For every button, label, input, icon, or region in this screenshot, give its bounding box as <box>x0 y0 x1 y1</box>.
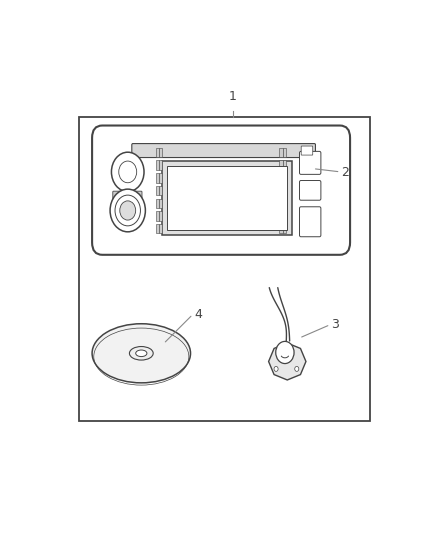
Circle shape <box>120 201 136 220</box>
Bar <box>283 199 286 208</box>
Circle shape <box>115 195 141 226</box>
FancyBboxPatch shape <box>300 151 321 174</box>
FancyBboxPatch shape <box>92 126 350 255</box>
Text: 3: 3 <box>332 318 339 331</box>
Text: 1: 1 <box>229 90 237 103</box>
Bar <box>279 211 283 221</box>
Ellipse shape <box>130 346 153 360</box>
Bar <box>156 148 159 157</box>
Bar <box>159 186 162 195</box>
Bar <box>167 166 287 230</box>
Ellipse shape <box>92 324 191 383</box>
FancyBboxPatch shape <box>300 181 321 200</box>
Bar <box>283 224 286 233</box>
Bar <box>156 173 159 183</box>
Bar <box>78 117 371 421</box>
Bar <box>156 160 159 170</box>
Circle shape <box>110 189 145 232</box>
Bar <box>279 224 283 233</box>
Bar <box>156 199 159 208</box>
Circle shape <box>119 161 137 183</box>
Bar <box>162 161 293 235</box>
Bar <box>156 224 159 233</box>
Text: 2: 2 <box>342 166 350 179</box>
Bar <box>279 160 283 170</box>
Bar <box>279 148 283 157</box>
Bar <box>283 148 286 157</box>
Bar <box>159 173 162 183</box>
Polygon shape <box>268 343 306 380</box>
FancyBboxPatch shape <box>132 143 315 158</box>
Bar <box>159 199 162 208</box>
Circle shape <box>276 342 294 364</box>
Circle shape <box>295 366 299 372</box>
Bar <box>159 224 162 233</box>
Bar <box>283 160 286 170</box>
Circle shape <box>274 366 278 372</box>
Bar <box>156 211 159 221</box>
Bar <box>159 160 162 170</box>
Bar <box>159 148 162 157</box>
Circle shape <box>111 152 144 191</box>
FancyBboxPatch shape <box>113 191 142 199</box>
Bar <box>283 186 286 195</box>
Bar <box>159 211 162 221</box>
Bar <box>279 173 283 183</box>
Bar <box>156 186 159 195</box>
Circle shape <box>122 201 126 206</box>
Text: 4: 4 <box>194 308 202 321</box>
Ellipse shape <box>136 350 147 357</box>
Bar <box>279 199 283 208</box>
Bar <box>283 211 286 221</box>
FancyBboxPatch shape <box>301 146 313 155</box>
FancyBboxPatch shape <box>300 207 321 237</box>
Bar <box>283 173 286 183</box>
Bar <box>279 186 283 195</box>
